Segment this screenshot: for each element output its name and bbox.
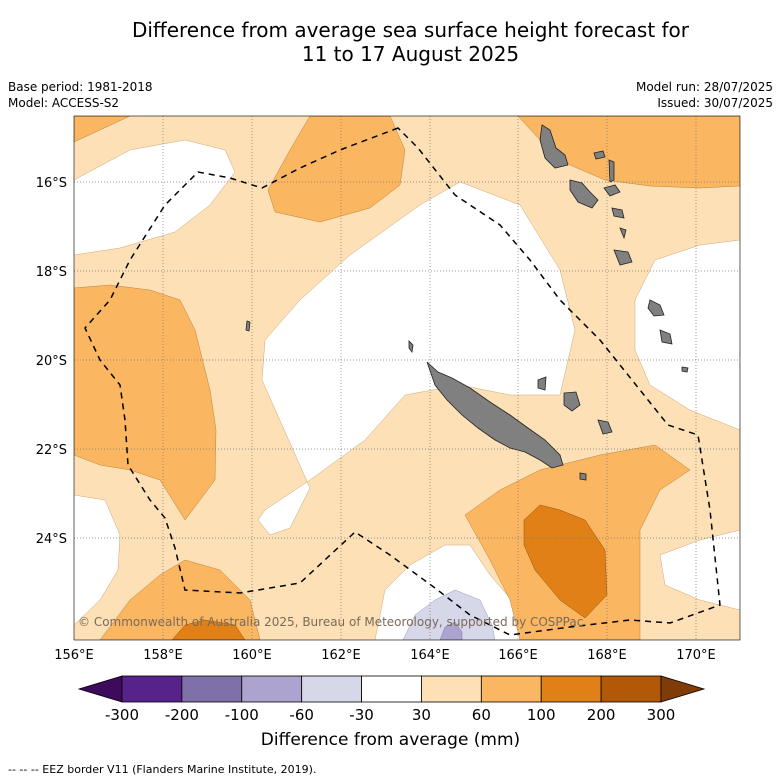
loyalty-island-3 bbox=[597, 419, 613, 435]
map-area: © Commonwealth of Australia 2025, Bureau… bbox=[74, 116, 740, 640]
vanuatu-island-8 bbox=[619, 227, 627, 240]
loyalty-island-1 bbox=[537, 376, 547, 391]
meta-right: Model run: 28/07/2025 Issued: 30/07/2025 bbox=[636, 79, 773, 111]
lat-label-20s: 20°S bbox=[36, 354, 67, 369]
lat-label-22s: 22°S bbox=[36, 443, 67, 458]
colorbar-tick-label: 200 bbox=[587, 706, 616, 724]
lon-label-162e: 162°E bbox=[321, 648, 361, 663]
base-period: Base period: 1981-2018 bbox=[8, 80, 153, 94]
colorbar-tick-label: -100 bbox=[225, 706, 259, 724]
isle-of-pines bbox=[579, 472, 587, 481]
lon-label-160e: 160°E bbox=[232, 648, 272, 663]
latitude-labels: 16°S 18°S 20°S 22°S 24°S bbox=[36, 176, 67, 547]
anomaly-near-zero-east bbox=[634, 239, 740, 431]
colorbar-tick-label: -30 bbox=[349, 706, 374, 724]
vanuatu-island-10 bbox=[659, 329, 673, 345]
eez-border bbox=[84, 127, 721, 636]
vanuatu-island-11 bbox=[681, 366, 689, 373]
vanuatu-island-4 bbox=[603, 184, 621, 197]
colorbar-tick-label: 100 bbox=[527, 706, 556, 724]
colorbar-segment bbox=[421, 675, 482, 703]
anomaly-near-zero-southwest bbox=[74, 494, 121, 626]
eez-legend-footer: -- -- -- EEZ border V11 (Flanders Marine… bbox=[8, 763, 317, 776]
lon-label-170e: 170°E bbox=[676, 648, 716, 663]
colorbar-segment bbox=[540, 675, 602, 703]
colorbar-extend-high bbox=[660, 675, 706, 703]
lon-label-164e: 164°E bbox=[410, 648, 450, 663]
vanuatu-island-9 bbox=[647, 299, 665, 317]
anomaly-60-100-northwest-corner bbox=[74, 116, 131, 143]
new-caledonia-main-island bbox=[426, 361, 564, 469]
belep-island bbox=[408, 340, 414, 354]
issued-date: Issued: 30/07/2025 bbox=[657, 96, 773, 110]
vanuatu-espiritu-santo bbox=[539, 124, 569, 169]
vanuatu-island-2 bbox=[569, 179, 599, 209]
title-line-1: Difference from average sea surface heig… bbox=[131, 18, 690, 42]
lon-label-168e: 168°E bbox=[587, 648, 627, 663]
loyalty-island-2 bbox=[563, 391, 581, 412]
colorbar-segment bbox=[600, 675, 662, 703]
anomaly-near-zero-northwest bbox=[74, 139, 236, 256]
map-frame bbox=[73, 115, 741, 641]
chart-title: Difference from average sea surface heig… bbox=[0, 18, 781, 66]
chesterfield-island bbox=[245, 320, 251, 332]
lon-label-156e: 156°E bbox=[54, 648, 94, 663]
title-line-2: 11 to 17 August 2025 bbox=[301, 42, 520, 66]
vanuatu-island-5 bbox=[608, 159, 615, 183]
anomaly-near-zero-southeast bbox=[659, 529, 740, 611]
colorbar-segment bbox=[480, 675, 542, 703]
colorbar-tick-label: 30 bbox=[412, 706, 431, 724]
colorbar-tick-label: 300 bbox=[647, 706, 676, 724]
anomaly-100-200-southwest bbox=[171, 619, 246, 640]
meta-left: Base period: 1981-2018 Model: ACCESS-S2 bbox=[8, 79, 153, 111]
colorbar-segment bbox=[301, 675, 362, 703]
colorbar-labels: -300 -200 -100 -60 -30 30 60 100 200 300 bbox=[105, 706, 675, 724]
colorbar-segment bbox=[181, 675, 243, 703]
anomaly-60-100-west bbox=[74, 284, 217, 521]
grid-lines bbox=[74, 116, 740, 640]
lon-label-166e: 166°E bbox=[498, 648, 538, 663]
anomaly-minus-30-minus-60 bbox=[402, 589, 496, 640]
colorbar-segment bbox=[241, 675, 303, 703]
colorbar bbox=[77, 675, 706, 703]
longitude-labels: 156°E 158°E 160°E 162°E 164°E 166°E 168°… bbox=[54, 648, 716, 663]
colorbar-tick-label: -300 bbox=[105, 706, 139, 724]
anomaly-near-zero-central bbox=[257, 181, 576, 536]
anomaly-100-200-southeast bbox=[523, 504, 608, 619]
lon-label-158e: 158°E bbox=[143, 648, 183, 663]
anomaly-60-100-southwest bbox=[99, 559, 261, 640]
lat-label-16s: 16°S bbox=[36, 176, 67, 191]
anomaly-minus-60-minus-100 bbox=[439, 621, 463, 640]
lat-label-24s: 24°S bbox=[36, 532, 67, 547]
colorbar-tick-label: -200 bbox=[165, 706, 199, 724]
anomaly-60-100-north bbox=[267, 116, 406, 223]
colorbar-tick-label: -60 bbox=[289, 706, 314, 724]
vanuatu-island-3 bbox=[593, 150, 606, 160]
copyright-text: © Commonwealth of Australia 2025, Bureau… bbox=[78, 615, 583, 629]
colorbar-tick-label: 60 bbox=[472, 706, 491, 724]
vanuatu-island-6 bbox=[611, 207, 625, 219]
colorbar-segment bbox=[121, 675, 183, 703]
lat-label-18s: 18°S bbox=[36, 265, 67, 280]
colorbar-segment bbox=[361, 675, 422, 703]
model-run: Model run: 28/07/2025 bbox=[635, 80, 773, 94]
colorbar-title: Difference from average (mm) bbox=[260, 730, 521, 750]
model-name: Model: ACCESS-S2 bbox=[8, 96, 120, 110]
vanuatu-island-7 bbox=[613, 249, 633, 266]
land-masses bbox=[245, 124, 689, 481]
colorbar-extend-low bbox=[77, 675, 123, 703]
